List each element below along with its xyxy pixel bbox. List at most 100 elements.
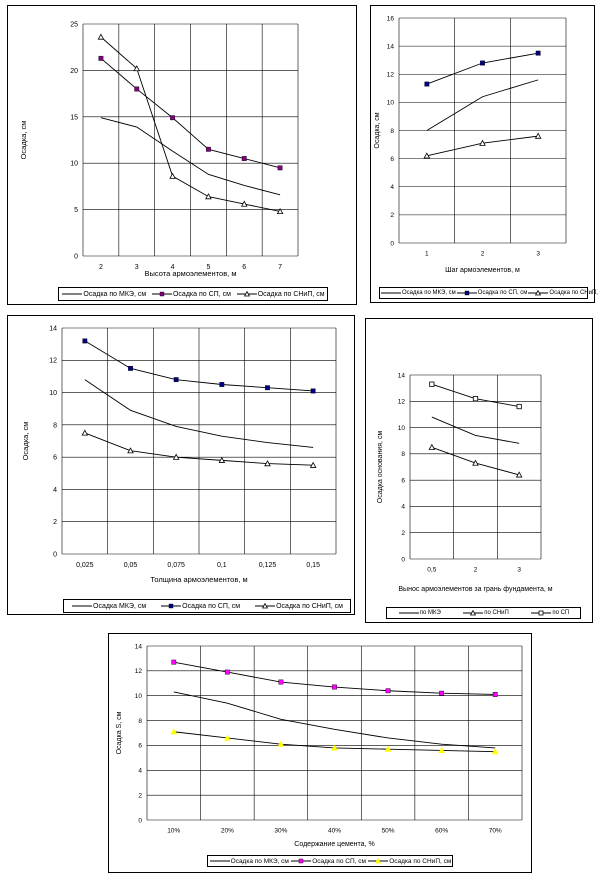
legend-swatch bbox=[456, 290, 477, 296]
legend-label: Осадка по СП, см bbox=[182, 602, 241, 610]
y-tick-label: 12 bbox=[387, 72, 395, 79]
legend-label: Осадка по МКЭ, см bbox=[402, 290, 456, 296]
data-point bbox=[423, 152, 431, 159]
y-tick-label: 15 bbox=[70, 114, 78, 121]
data-point bbox=[98, 55, 104, 61]
y-tick-label: 6 bbox=[401, 477, 405, 484]
legend-item: Осадка по СП, см bbox=[151, 290, 231, 298]
legend-marker bbox=[298, 858, 304, 864]
y-tick-label: 6 bbox=[53, 455, 57, 462]
data-point bbox=[127, 447, 134, 454]
series-line bbox=[431, 383, 520, 407]
data-point bbox=[515, 471, 523, 478]
legend-swatch bbox=[62, 293, 83, 295]
x-tick-label: 70% bbox=[489, 828, 502, 835]
data-point bbox=[535, 50, 541, 56]
chart-legend: Осадка по МКЭ, см Осадка по СП, см Осадка … bbox=[207, 855, 453, 867]
x-axis-label: Высота армоэлементов, м bbox=[144, 269, 236, 278]
data-point bbox=[133, 65, 141, 72]
data-point bbox=[82, 338, 88, 344]
y-tick-label: 20 bbox=[70, 68, 78, 75]
data-point bbox=[491, 748, 499, 755]
series-line bbox=[100, 57, 281, 169]
y-axis-label: Осадка, см bbox=[21, 422, 30, 461]
legend-marker bbox=[535, 289, 542, 296]
legend-label: по МКЭ bbox=[419, 610, 441, 616]
data-point bbox=[169, 172, 176, 179]
x-tick-label: 0,15 bbox=[306, 562, 320, 569]
x-tick-label: 1 bbox=[425, 251, 429, 258]
legend-item: Осадка по СНиП, см bbox=[236, 290, 325, 298]
legend-marker bbox=[262, 602, 269, 609]
x-tick-label: 30% bbox=[274, 828, 287, 835]
y-tick-label: 6 bbox=[390, 156, 394, 163]
data-point bbox=[205, 193, 212, 200]
data-point bbox=[439, 690, 445, 696]
legend-item: по МКЭ bbox=[398, 609, 441, 617]
data-point bbox=[332, 684, 337, 690]
legend-swatch bbox=[161, 603, 182, 609]
legend-item: Осадка по СНиП, см bbox=[254, 602, 343, 610]
legend-marker bbox=[464, 290, 469, 296]
series-line bbox=[100, 36, 281, 212]
y-axis-label: Осадка основания, см bbox=[377, 431, 384, 504]
data-point bbox=[219, 382, 225, 387]
x-axis-label: Шаг армоэлементов, м bbox=[445, 267, 520, 274]
legend-label: Осадка по СНиП, см bbox=[389, 857, 452, 865]
x-tick-label: 10% bbox=[167, 828, 180, 835]
legend-item: Осадка МКЭ, см bbox=[71, 602, 146, 610]
data-point bbox=[424, 81, 430, 87]
legend-marker bbox=[538, 610, 544, 616]
y-tick-label: 8 bbox=[401, 451, 405, 458]
x-tick-label: 20% bbox=[221, 828, 234, 835]
y-tick-label: 0 bbox=[138, 817, 142, 824]
x-tick-label: 6 bbox=[242, 264, 246, 271]
legend-label: Осадка по МКЭ, см bbox=[83, 290, 147, 298]
x-tick-label: 0,05 bbox=[124, 562, 138, 569]
series-line bbox=[173, 691, 496, 749]
data-point bbox=[331, 744, 338, 751]
x-axis-label: Толщина армоэлементов, м bbox=[150, 575, 247, 584]
y-tick-label: 25 bbox=[70, 21, 78, 28]
y-tick-label: 10 bbox=[135, 693, 143, 700]
legend-item: Осадка по МКЭ, см bbox=[61, 290, 146, 298]
y-tick-label: 5 bbox=[74, 207, 78, 214]
data-point bbox=[438, 746, 445, 753]
chart-svg: 0 2 4 6 8 10 12 14 10% 20% 30% 40% 50% 60% 70% Содержан… bbox=[116, 643, 523, 848]
y-tick-label: 2 bbox=[53, 519, 57, 526]
series-line bbox=[84, 340, 314, 392]
legend-marker bbox=[375, 857, 382, 864]
legend-swatch bbox=[151, 291, 172, 297]
legend-marker bbox=[168, 603, 174, 609]
data-point bbox=[173, 377, 179, 383]
legend-swatch bbox=[72, 605, 93, 607]
y-tick-label: 4 bbox=[138, 768, 142, 775]
y-tick-label: 12 bbox=[398, 399, 406, 406]
data-point bbox=[264, 460, 271, 467]
legend-item: Осадка по МКЭ, см bbox=[209, 857, 289, 865]
y-tick-label: 4 bbox=[53, 487, 57, 494]
data-point bbox=[277, 165, 283, 171]
y-tick-label: 10 bbox=[70, 161, 78, 168]
y-tick-label: 14 bbox=[49, 325, 57, 332]
legend-swatch bbox=[209, 860, 230, 862]
data-point bbox=[472, 396, 479, 402]
data-point bbox=[479, 139, 486, 146]
legend-item: Осадка по СП, см bbox=[456, 289, 527, 297]
x-tick-label: 3 bbox=[517, 567, 521, 574]
y-tick-label: 0 bbox=[53, 551, 57, 558]
x-tick-label: 0,025 bbox=[76, 562, 94, 569]
x-tick-label: 2 bbox=[481, 251, 485, 258]
data-point bbox=[385, 688, 391, 694]
chart-svg: 0 2 4 6 8 10 12 14 0,025 0,05 0,075 0,1 0,125 0,15 Тол… bbox=[21, 325, 337, 584]
legend-swatch bbox=[463, 609, 484, 616]
legend-marker bbox=[470, 609, 477, 616]
series-line bbox=[426, 135, 539, 157]
data-point bbox=[171, 659, 177, 665]
legend-item: Осадка по СНиП, см bbox=[527, 289, 600, 297]
y-tick-label: 2 bbox=[401, 530, 405, 537]
chart-panel-extension: 0 2 4 6 8 10 12 14 0,5 2 3 Вынос армоэлементов за г… bbox=[365, 318, 593, 623]
data-point bbox=[240, 200, 248, 207]
y-tick-label: 12 bbox=[49, 358, 57, 365]
x-tick-label: 50% bbox=[382, 828, 395, 835]
